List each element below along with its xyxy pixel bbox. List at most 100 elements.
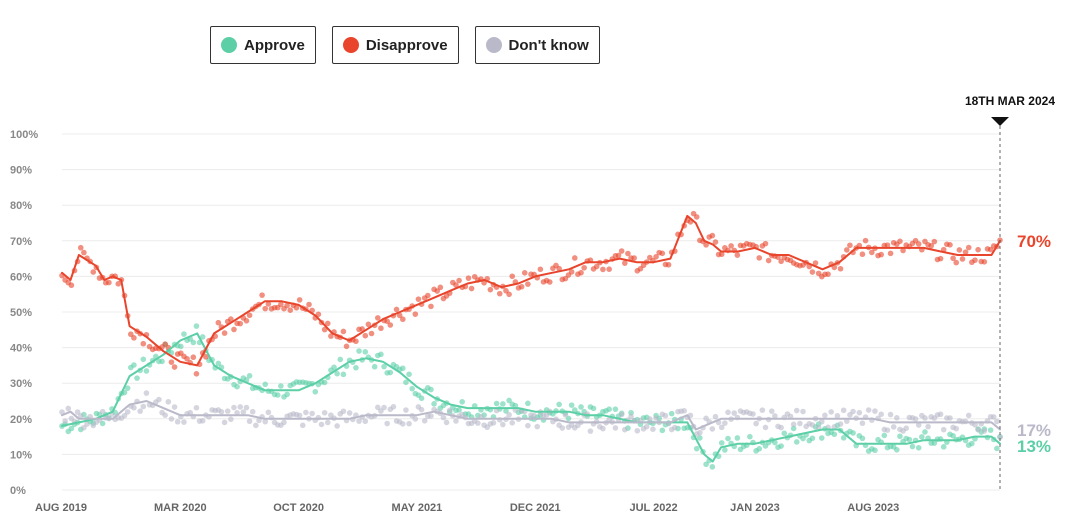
approve-poll-dot — [409, 385, 415, 392]
disapprove-poll-dot — [615, 252, 622, 259]
legend-disapprove-toggle[interactable]: Disapprove — [331, 26, 459, 64]
disapprove-poll-dot — [374, 315, 381, 321]
approve-poll-dot — [68, 425, 75, 432]
dont-know-poll-dot — [334, 423, 340, 429]
disapprove-poll-dot — [975, 246, 981, 253]
disapprove-poll-dot — [718, 251, 725, 258]
disapprove-poll-dot — [293, 304, 300, 311]
approve-poll-dot — [159, 358, 165, 365]
approve-poll-dot — [872, 447, 878, 454]
disapprove-poll-dot — [556, 265, 562, 272]
disapprove-poll-dot — [231, 326, 237, 333]
dont-know-poll-dot — [400, 421, 406, 427]
disapprove-poll-dot — [578, 269, 584, 276]
dont-know-poll-dot — [249, 408, 256, 415]
disapprove-poll-dot — [215, 319, 222, 326]
dont-know-poll-dot — [940, 426, 947, 433]
dont-know-poll-dot — [859, 420, 866, 427]
disapprove-dots — [59, 210, 1003, 377]
y-tick-label-70: 70% — [10, 236, 32, 248]
dont-know-poll-dot — [59, 409, 65, 415]
approve-poll-dot — [659, 427, 666, 434]
approve-poll-dot — [418, 395, 425, 402]
y-tick-label-10: 10% — [10, 449, 32, 461]
dont-know-poll-dot — [121, 412, 128, 419]
legend-approve-toggle[interactable]: Approve — [210, 26, 316, 64]
dont-know-poll-dot — [84, 421, 90, 427]
dont-know-poll-dot — [362, 418, 369, 425]
x-tick-label-6: JAN 2023 — [730, 502, 780, 514]
disapprove-poll-dot — [931, 238, 938, 245]
disapprove-poll-dot — [962, 249, 969, 255]
dont-know-poll-dot — [131, 404, 137, 411]
dont-know-poll-dot — [643, 423, 650, 430]
disapprove-poll-dot — [465, 275, 472, 281]
approve-poll-dot — [503, 408, 509, 414]
dont-know-poll-dot — [446, 407, 453, 414]
dont-know-poll-dot — [193, 404, 200, 411]
approve-poll-dot — [793, 439, 800, 445]
approve-poll-dot — [234, 383, 240, 390]
disapprove-poll-dot — [90, 269, 97, 275]
dont-know-poll-dot — [990, 414, 997, 420]
disapprove-poll-dot — [296, 297, 303, 303]
disapprove-poll-dot — [456, 277, 462, 284]
disapprove-poll-dot — [887, 250, 894, 257]
approve-poll-dot — [831, 431, 838, 438]
dont-know-poll-dot — [800, 408, 806, 415]
approve-poll-dot — [312, 388, 319, 395]
approve-poll-dot — [215, 360, 222, 367]
disapprove-poll-dot — [328, 333, 334, 339]
dont-know-poll-dot — [199, 418, 206, 424]
dont-know-poll-dot — [828, 409, 834, 415]
disapprove-poll-dot — [869, 249, 875, 256]
dont-know-poll-dot — [303, 409, 309, 416]
disapprove-poll-dot — [734, 252, 741, 258]
dont-know-poll-dot — [750, 411, 756, 417]
approve-poll-dot — [556, 401, 562, 408]
dont-know-poll-dot — [162, 412, 168, 418]
disapprove-poll-dot — [937, 255, 944, 262]
disapprove-poll-dot — [778, 258, 784, 265]
disapprove-poll-dot — [228, 316, 234, 322]
legend-dont-know-toggle[interactable]: Don't know — [474, 26, 600, 64]
approve-poll-dot — [400, 365, 406, 372]
dont-know-poll-dot — [937, 411, 944, 418]
dont-know-poll-dot — [815, 424, 822, 431]
dont-know-trend-line — [61, 400, 1001, 431]
dont-know-poll-dot — [712, 413, 719, 420]
approve-dots — [59, 323, 1003, 470]
dont-know-poll-dot — [506, 411, 512, 418]
x-tick-label-1: MAR 2020 — [154, 502, 207, 514]
dont-know-poll-dot — [390, 403, 397, 410]
disapprove-poll-dot — [387, 322, 394, 328]
disapprove-poll-dot — [765, 257, 772, 264]
approve-poll-dot — [809, 435, 816, 442]
legend-approve-label: Approve — [244, 36, 305, 54]
approve-poll-dot — [493, 400, 500, 407]
approve-poll-dot — [906, 436, 913, 443]
disapprove-poll-dot — [525, 281, 531, 287]
approve-poll-dot — [459, 399, 466, 405]
disapprove-poll-dot — [284, 302, 290, 309]
approve-poll-dot — [693, 445, 700, 452]
disapprove-poll-dot — [237, 320, 244, 327]
disapprove-poll-dot — [396, 312, 403, 319]
dont-know-poll-dot — [246, 418, 253, 425]
disapprove-poll-dot — [884, 242, 891, 248]
dont-know-poll-dot — [318, 421, 325, 428]
end-label-approve: 13% — [1017, 437, 1051, 456]
disapprove-poll-dot — [521, 270, 528, 276]
disapprove-poll-dot — [812, 260, 819, 266]
disapprove-poll-dot — [843, 247, 850, 253]
marker-triangle-icon — [991, 117, 1009, 126]
dont-know-poll-dot — [156, 396, 162, 403]
disapprove-poll-dot — [837, 265, 844, 272]
dont-know-poll-dot — [406, 420, 412, 427]
dont-know-poll-dot — [381, 404, 387, 411]
approve-poll-dot — [124, 385, 131, 391]
approve-poll-dot — [274, 392, 281, 398]
disapprove-poll-dot — [762, 240, 769, 247]
approve-poll-dot — [590, 405, 597, 412]
dont-know-poll-dot — [218, 409, 225, 415]
